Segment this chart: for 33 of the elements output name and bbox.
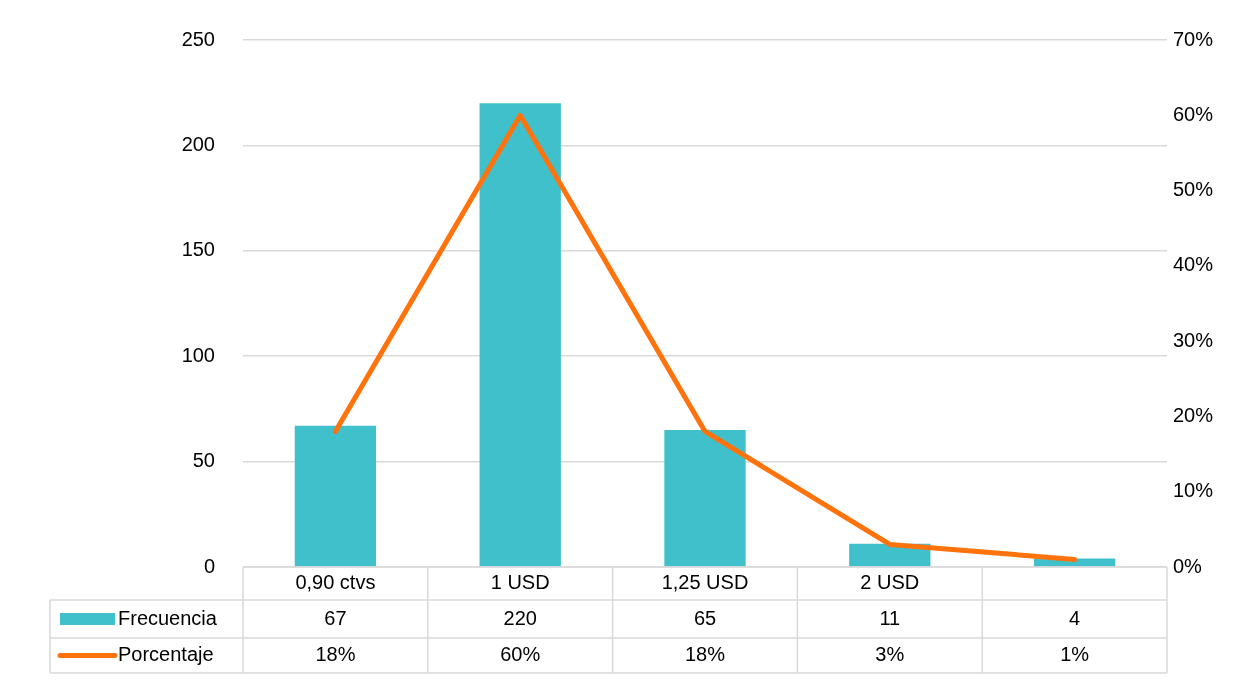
x-tick-label: 0,90 ctvs xyxy=(295,571,376,594)
data-label: 11 xyxy=(879,606,901,629)
x-tick-label: 1,25 USD xyxy=(661,571,749,594)
x-tick-label: 2 USD xyxy=(860,571,920,594)
legend-label: Frecuencia xyxy=(118,606,218,629)
y-tick-label: 100 xyxy=(181,343,215,366)
data-label: 220 xyxy=(503,606,537,629)
y2-tick-label: 60% xyxy=(1173,102,1214,125)
data-label: 1% xyxy=(1060,643,1090,666)
legend-label: Porcentaje xyxy=(118,643,214,666)
bar xyxy=(479,103,561,567)
y-tick-label: 50 xyxy=(192,449,215,472)
data-label: 67 xyxy=(324,606,347,629)
bar xyxy=(294,425,377,567)
y2-tick-label: 40% xyxy=(1173,253,1214,276)
data-label: 18% xyxy=(315,643,356,666)
y-tick-label: 0 xyxy=(203,554,215,577)
y2-tick-label: 70% xyxy=(1173,27,1214,50)
x-tick-label: 1 USD xyxy=(490,571,550,594)
y2-tick-label: 50% xyxy=(1173,178,1214,201)
data-label: 65 xyxy=(693,606,717,629)
y-tick-label: 150 xyxy=(181,238,215,261)
y-tick-label: 250 xyxy=(181,27,215,50)
y2-tick-label: 20% xyxy=(1173,403,1214,426)
y2-tick-label: 10% xyxy=(1173,479,1214,502)
y-tick-label: 200 xyxy=(181,132,215,155)
y2-tick-label: 30% xyxy=(1173,328,1214,351)
data-label: 60% xyxy=(500,643,541,666)
data-label: 3% xyxy=(875,643,905,666)
data-label: 4 xyxy=(1069,606,1081,629)
y2-tick-label: 0% xyxy=(1173,554,1203,577)
data-label: 18% xyxy=(684,643,726,666)
bar xyxy=(664,429,746,567)
